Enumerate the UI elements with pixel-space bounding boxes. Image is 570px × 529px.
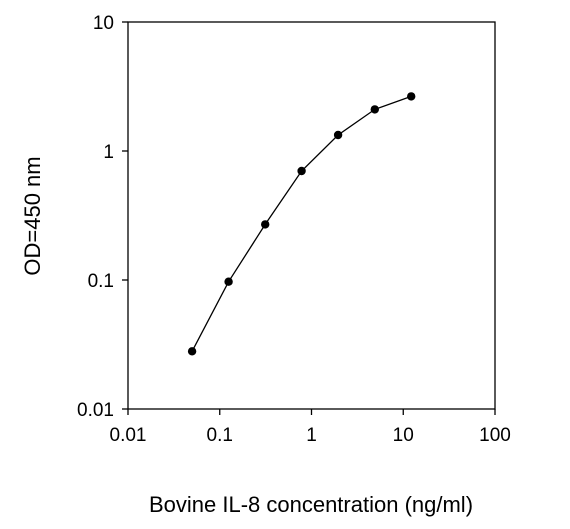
data-point: [407, 92, 416, 101]
y-tick-label: 1: [103, 142, 114, 163]
x-axis-label: Bovine IL-8 concentration (ng/ml): [149, 492, 473, 517]
y-tick-label: 0.01: [77, 400, 114, 421]
y-tick-label: 0.1: [88, 271, 114, 292]
data-point: [333, 130, 343, 140]
y-axis-label: OD=450 nm: [20, 156, 45, 275]
data-point: [187, 347, 197, 356]
x-tick-label: 10: [393, 425, 414, 446]
x-tick-label: 0.01: [110, 425, 147, 446]
data-point: [297, 166, 306, 176]
data-point: [370, 105, 379, 114]
x-tick-label: 100: [479, 425, 511, 446]
data-point: [261, 220, 270, 229]
data-point: [224, 277, 233, 286]
y-tick-label: 10: [93, 13, 114, 34]
data-series: [187, 92, 416, 356]
axis-ticks: [122, 21, 496, 415]
tick-labels: 0.01 0.1 1 10 100 0.01 0.1 1 10: [77, 13, 511, 446]
x-tick-label: 0.1: [207, 425, 233, 446]
x-tick-label: 1: [306, 425, 317, 446]
plot-area: [127, 21, 496, 410]
